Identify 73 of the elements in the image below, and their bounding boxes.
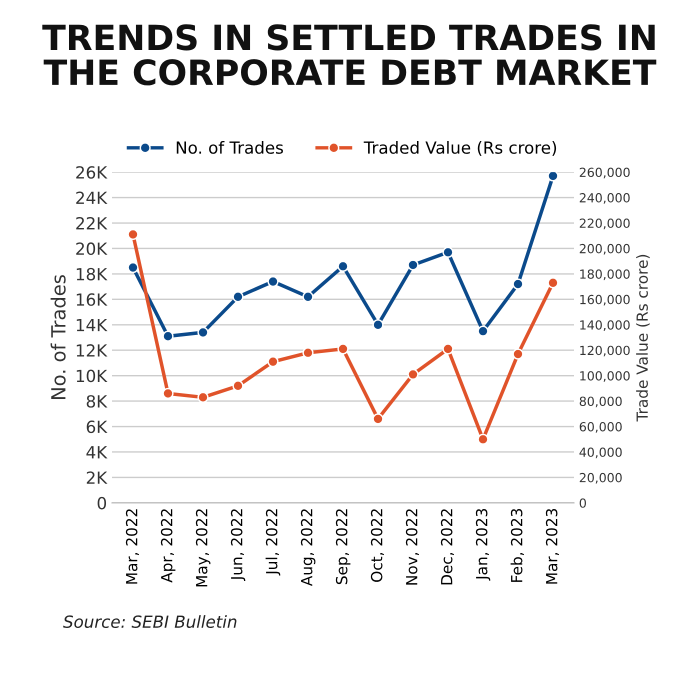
point — [267, 276, 279, 288]
y-tick-label: 4K — [86, 446, 108, 458]
y2-tick-label: 60,000 — [580, 422, 622, 433]
y-tick-label: 12K — [76, 344, 108, 357]
y-tick-label: 22K — [76, 216, 108, 230]
legend-label: Traded Value (Rs crore) — [364, 140, 556, 156]
point — [302, 347, 314, 358]
point — [442, 246, 454, 258]
point — [337, 260, 349, 272]
point — [407, 368, 419, 380]
y2-axis-title: Trade Value (Rs crore) — [636, 254, 650, 422]
source-note: Source: SEBI Bulletin — [63, 615, 236, 628]
y2-tick-label: 100,000 — [580, 371, 630, 382]
x-tick-label: Sep, 2022 — [336, 509, 350, 584]
y2-tick-label: 80,000 — [580, 396, 622, 408]
y2-tick-label: 180,000 — [580, 269, 630, 280]
y-tick-label: 14K — [76, 318, 108, 332]
y2-tick-label: 220,000 — [580, 218, 630, 230]
x-tick-label: May, 2022 — [196, 509, 210, 586]
y2-tick-label: 160,000 — [580, 294, 630, 306]
x-tick-label: Jun, 2022 — [230, 509, 246, 581]
point — [477, 326, 489, 337]
point — [127, 228, 139, 240]
x-tick-label: Apr, 2022 — [160, 509, 176, 583]
point — [267, 356, 279, 368]
x-tick-label: Mar, 2022 — [126, 509, 139, 584]
x-tick-label: Mar, 2023 — [546, 508, 559, 584]
x-tick-label: Nov, 2022 — [406, 509, 419, 585]
y2-tick-label: 120,000 — [580, 346, 630, 356]
point — [372, 413, 384, 424]
y2-tick-label: 240,000 — [580, 193, 630, 204]
point — [232, 291, 244, 302]
y-tick-label: 0 — [98, 496, 106, 510]
y-tick-label: 6K — [86, 420, 108, 434]
point — [477, 434, 489, 445]
point — [162, 388, 174, 400]
y2-tick-label: 200,000 — [580, 244, 630, 255]
x-tick-label: Jul, 2022 — [266, 509, 280, 576]
point — [512, 348, 524, 360]
y-tick-label: 2K — [86, 471, 108, 484]
point — [232, 380, 244, 392]
x-tick-label: Jan, 2023 — [476, 508, 490, 581]
y2-tick-label: 0 — [580, 498, 586, 508]
y-tick-label: 16K — [76, 293, 108, 306]
point — [162, 330, 174, 342]
x-tick-label: Oct, 2022 — [370, 509, 384, 582]
y2-tick-label: 20,000 — [580, 472, 622, 484]
point — [127, 262, 139, 274]
chart-title: TRENDS IN SETTLED TRADES IN THE CORPORATE DEBT MARKET — [42, 24, 656, 86]
point — [407, 259, 419, 271]
point — [372, 319, 384, 330]
point — [197, 326, 209, 338]
y-axis-title: No. of Trades — [50, 275, 66, 399]
y-tick-label: 8K — [86, 395, 108, 408]
x-tick-label: Aug, 2022 — [300, 509, 316, 586]
y-tick-label: 26K — [76, 166, 108, 179]
x-tick-label: Dec, 2022 — [440, 509, 454, 584]
point — [547, 172, 559, 182]
y2-tick-label: 40,000 — [579, 447, 622, 458]
point — [302, 291, 314, 302]
point — [442, 343, 454, 355]
y2-tick-label: 260,000 — [580, 168, 630, 178]
point — [512, 278, 524, 290]
x-tick-label: Feb, 2023 — [510, 508, 524, 582]
point — [337, 343, 349, 355]
legend-label: No. of Trades — [176, 140, 283, 154]
y-tick-label: 24K — [76, 192, 108, 204]
y-tick-label: 10K — [76, 370, 108, 382]
y-tick-label: 20K — [76, 242, 108, 256]
y2-tick-label: 140,000 — [580, 320, 630, 331]
y-tick-label: 18K — [76, 268, 108, 280]
point — [547, 277, 559, 288]
point — [197, 392, 209, 403]
